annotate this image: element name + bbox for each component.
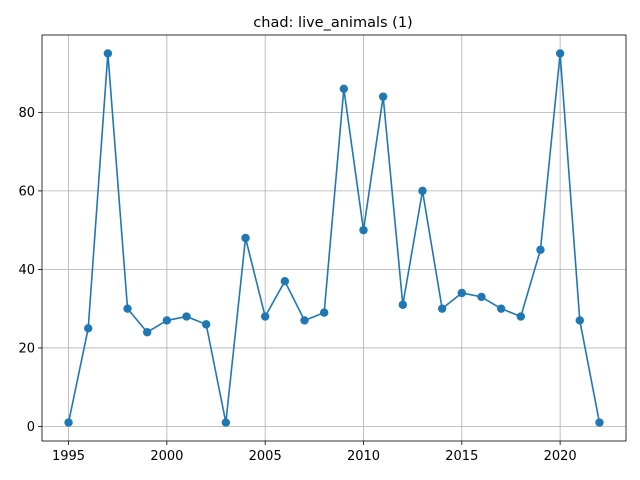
x-tick-label: 2005 xyxy=(249,449,282,464)
data-point xyxy=(457,288,467,298)
y-axis: 0 20 40 60 80 xyxy=(18,106,42,435)
data-point xyxy=(575,316,584,325)
x-tick-label: 1995 xyxy=(52,449,85,464)
series-line xyxy=(64,49,604,427)
data-point xyxy=(123,304,132,313)
data-point xyxy=(555,49,565,58)
data-point xyxy=(300,316,309,325)
data-point xyxy=(339,84,349,93)
data-point xyxy=(378,92,388,101)
y-tick-label: 80 xyxy=(18,106,35,121)
data-point xyxy=(142,328,152,337)
data-point xyxy=(162,316,172,325)
data-point xyxy=(477,292,486,302)
x-axis: 1995 2000 2005 2010 2015 2020 xyxy=(52,441,577,464)
grid xyxy=(42,35,626,441)
data-point xyxy=(595,418,604,427)
data-point xyxy=(241,233,250,243)
data-point xyxy=(201,320,211,329)
data-point xyxy=(319,308,329,317)
data-point xyxy=(359,225,368,235)
x-tick-label: 2010 xyxy=(347,449,380,464)
y-tick-label: 20 xyxy=(18,341,35,356)
data-point xyxy=(536,245,545,254)
x-tick-label: 2000 xyxy=(150,449,183,464)
data-point xyxy=(516,312,526,321)
y-tick-label: 0 xyxy=(27,420,35,435)
data-point xyxy=(398,300,408,309)
y-tick-label: 60 xyxy=(18,184,35,199)
data-point xyxy=(64,418,73,427)
x-tick-label: 2020 xyxy=(544,449,577,464)
data-point xyxy=(418,186,427,196)
data-point xyxy=(496,304,506,313)
series-polyline xyxy=(67,52,601,424)
x-tick-label: 2015 xyxy=(445,449,478,464)
data-point xyxy=(437,304,447,313)
data-point xyxy=(182,312,191,321)
y-tick-label: 40 xyxy=(18,263,35,278)
data-point xyxy=(221,418,231,427)
plot-frame xyxy=(41,34,627,442)
data-point xyxy=(260,312,270,321)
data-point xyxy=(103,49,113,58)
chart-title: chad: live_animals (1) xyxy=(253,15,412,31)
data-point xyxy=(280,276,290,286)
data-point xyxy=(84,324,93,333)
